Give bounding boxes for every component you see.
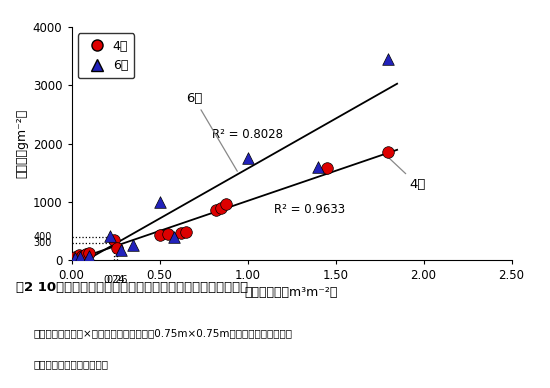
4月 [384,149,393,156]
6月 [117,247,125,253]
4月 [78,253,86,260]
4月 [155,232,164,238]
6月 [85,253,94,259]
6月 [76,254,85,260]
Text: 0.24: 0.24 [103,275,124,285]
Y-axis label: 乾物重（gm⁻²）: 乾物重（gm⁻²） [16,109,29,178]
Text: 300: 300 [34,237,52,248]
Text: 4月: 4月 [387,156,426,191]
6月 [314,164,322,170]
4月 [222,201,231,207]
Text: 6月: 6月 [186,92,237,171]
Text: 乗算優占度（被度×草高）における被度は0.75m×0.75mコドラートを調査単位: 乗算優占度（被度×草高）における被度は0.75m×0.75mコドラートを調査単位 [33,328,292,338]
X-axis label: 乗算優占度（m³m⁻²）: 乗算優占度（m³m⁻²） [245,286,338,299]
Text: 0.26: 0.26 [107,275,128,285]
4月 [217,204,226,211]
4月 [164,230,173,237]
6月 [106,232,114,239]
6月 [384,56,393,62]
Text: 400: 400 [34,232,52,242]
4月 [81,251,90,257]
4月 [211,207,220,213]
Text: 図2 10月播種カバークロップの乗算優占度と乾物重との関係: 図2 10月播種カバークロップの乗算優占度と乾物重との関係 [16,281,249,294]
Legend: 4月, 6月: 4月, 6月 [78,33,134,78]
4月 [109,236,118,243]
6月 [155,199,164,205]
4月 [85,250,94,256]
6月 [70,255,79,262]
Text: R² = 0.8028: R² = 0.8028 [212,128,283,141]
6月 [129,242,138,249]
6月 [243,155,252,161]
4月 [70,254,79,260]
Text: R² = 0.9633: R² = 0.9633 [274,203,345,216]
4月 [74,252,83,258]
4月 [176,230,185,236]
4月 [322,165,331,171]
4月 [182,229,190,235]
6月 [169,234,178,240]
4月 [113,245,122,251]
Text: とした目視による測定値。: とした目視による測定値。 [33,359,108,369]
